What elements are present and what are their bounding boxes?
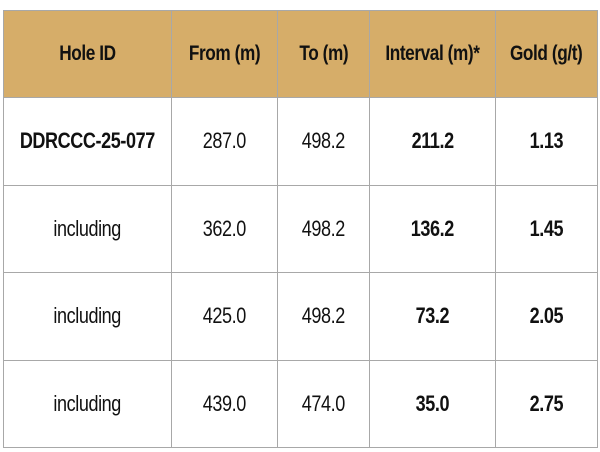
cell-interval: 35.0: [369, 359, 496, 448]
header-from-label: From (m): [188, 42, 261, 65]
cell-to: 474.0: [277, 359, 370, 448]
header-interval: Interval (m)*: [369, 10, 496, 98]
cell-hole-id: including: [3, 272, 172, 361]
cell-gold-text: 1.45: [529, 215, 564, 241]
cell-to-text: 474.0: [301, 390, 346, 416]
drill-results-table: Hole ID From (m) To (m) Interval (m)* Go…: [3, 10, 598, 448]
cell-gold-text: 2.05: [529, 303, 564, 329]
cell-gold: 2.75: [495, 359, 598, 448]
cell-interval-text: 136.2: [410, 215, 455, 241]
cell-interval-text: 73.2: [415, 303, 450, 329]
cell-to-text: 498.2: [301, 215, 346, 241]
table-header-row: Hole ID From (m) To (m) Interval (m)* Go…: [3, 10, 598, 98]
cell-gold: 1.45: [495, 184, 598, 273]
cell-from-text: 439.0: [202, 390, 247, 416]
cell-from-text: 287.0: [202, 128, 247, 154]
table-row: including 425.0 498.2 73.2 2.05: [3, 272, 598, 361]
cell-hole-id: DDRCCC-25-077: [3, 97, 172, 186]
cell-gold-text: 1.13: [529, 128, 564, 154]
cell-gold-text: 2.75: [529, 390, 564, 416]
header-hole-id-label: Hole ID: [59, 42, 116, 65]
table-row: DDRCCC-25-077 287.0 498.2 211.2 1.13: [3, 97, 598, 186]
cell-from: 287.0: [171, 97, 278, 186]
cell-from-text: 362.0: [202, 215, 247, 241]
cell-to: 498.2: [277, 272, 370, 361]
table-row: including 362.0 498.2 136.2 1.45: [3, 184, 598, 273]
header-gold: Gold (g/t): [495, 10, 598, 98]
table-row: including 439.0 474.0 35.0 2.75: [3, 359, 598, 448]
drill-results-table-container: Hole ID From (m) To (m) Interval (m)* Go…: [3, 10, 598, 448]
header-to: To (m): [277, 10, 370, 98]
cell-hole-id-text: including: [53, 215, 122, 241]
cell-from-text: 425.0: [202, 303, 247, 329]
cell-hole-id-text: including: [53, 390, 122, 416]
header-to-label: To (m): [299, 42, 348, 65]
header-hole-id: Hole ID: [3, 10, 172, 98]
cell-from: 425.0: [171, 272, 278, 361]
cell-to: 498.2: [277, 184, 370, 273]
cell-to: 498.2: [277, 97, 370, 186]
cell-from: 362.0: [171, 184, 278, 273]
cell-interval-text: 35.0: [415, 390, 450, 416]
cell-hole-id-text: including: [53, 303, 122, 329]
cell-interval: 73.2: [369, 272, 496, 361]
cell-hole-id-text: DDRCCC-25-077: [19, 128, 156, 154]
cell-gold: 1.13: [495, 97, 598, 186]
cell-interval-text: 211.2: [411, 128, 454, 154]
cell-to-text: 498.2: [301, 128, 346, 154]
cell-interval: 211.2: [369, 97, 496, 186]
cell-to-text: 498.2: [301, 303, 346, 329]
cell-from: 439.0: [171, 359, 278, 448]
header-gold-label: Gold (g/t): [510, 42, 583, 65]
header-from: From (m): [171, 10, 278, 98]
header-interval-label: Interval (m)*: [385, 42, 480, 65]
cell-gold: 2.05: [495, 272, 598, 361]
cell-hole-id: including: [3, 184, 172, 273]
cell-hole-id: including: [3, 359, 172, 448]
cell-interval: 136.2: [369, 184, 496, 273]
